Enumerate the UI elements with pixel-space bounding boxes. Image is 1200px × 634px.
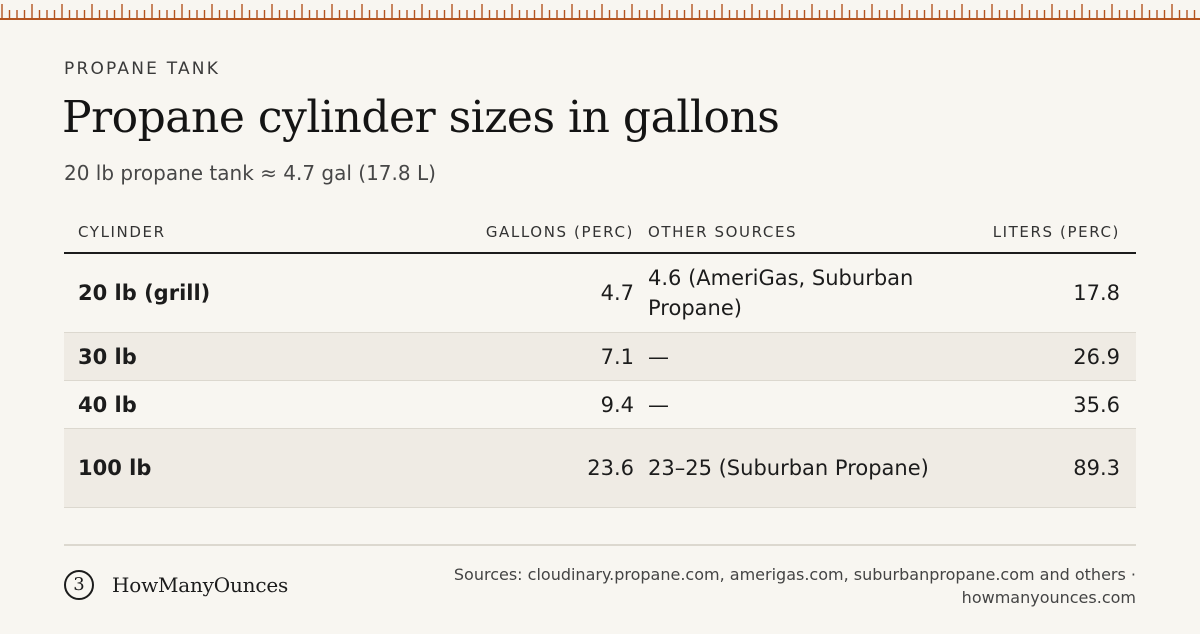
brand-logo: 3 HowManyOunces xyxy=(64,570,288,600)
cell-other-sources: 4.6 (AmeriGas, Suburban Propane) xyxy=(648,266,914,320)
cell-gallons: 23.6 xyxy=(587,456,634,480)
cell-liters: 89.3 xyxy=(1073,456,1120,480)
cell-other-sources: — xyxy=(648,392,669,417)
cell-liters: 26.9 xyxy=(1073,344,1120,369)
ruler-decoration xyxy=(0,0,1200,20)
table-header: CYLINDER GALLONS (PERC) OTHER SOURCES LI… xyxy=(64,212,1136,254)
page-title: Propane cylinder sizes in gallons xyxy=(62,92,780,143)
header-other-sources: OTHER SOURCES xyxy=(648,223,798,241)
table-row: 100 lb 23.6 23–25 (Suburban Propane) 89.… xyxy=(64,429,1136,508)
cell-other-sources: — xyxy=(648,344,669,369)
cell-gallons: 7.1 xyxy=(600,344,634,369)
table-row: 40 lb 9.4 — 35.6 xyxy=(64,381,1136,429)
page-subtitle: 20 lb propane tank ≈ 4.7 gal (17.8 L) xyxy=(64,161,436,185)
eyebrow-label: PROPANE TANK xyxy=(64,59,221,79)
circled-3-logo-icon: 3 xyxy=(64,570,94,600)
footer-divider xyxy=(64,544,1136,546)
brand-name: HowManyOunces xyxy=(112,573,289,597)
cylinder-table: CYLINDER GALLONS (PERC) OTHER SOURCES LI… xyxy=(64,212,1136,508)
cell-cylinder: 40 lb xyxy=(78,392,137,417)
ruler-ticks xyxy=(0,4,1200,20)
table-row: 30 lb 7.1 — 26.9 xyxy=(64,333,1136,381)
sources-credit: Sources: cloudinary.propane.com, ameriga… xyxy=(453,565,1136,607)
cell-liters: 17.8 xyxy=(1073,281,1120,305)
table-row: 20 lb (grill) 4.7 4.6 (AmeriGas, Suburba… xyxy=(64,254,1136,333)
cell-cylinder: 30 lb xyxy=(78,344,137,369)
header-liters: LITERS (PERC) xyxy=(992,223,1120,241)
header-gallons: GALLONS (PERC) xyxy=(485,223,634,241)
cell-other-sources: 23–25 (Suburban Propane) xyxy=(648,456,929,480)
cell-cylinder: 100 lb xyxy=(78,456,152,480)
cell-gallons: 4.7 xyxy=(600,281,634,305)
header-cylinder: CYLINDER xyxy=(78,223,166,241)
cell-cylinder: 20 lb (grill) xyxy=(78,281,211,305)
cell-gallons: 9.4 xyxy=(600,392,634,417)
cell-liters: 35.6 xyxy=(1073,392,1120,417)
